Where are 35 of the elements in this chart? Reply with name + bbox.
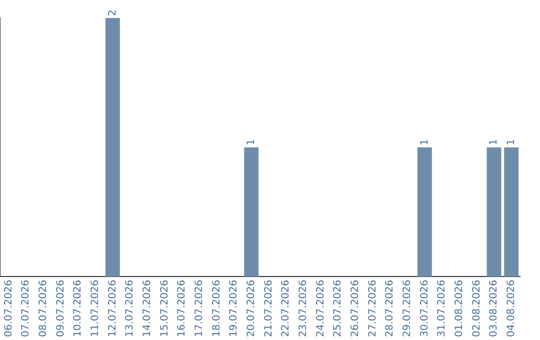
- data-label: 1: [419, 138, 430, 146]
- x-tick-label: 20.07.2026: [246, 280, 257, 338]
- x-tick-label: 12.07.2026: [107, 280, 118, 338]
- data-label: 1: [488, 138, 500, 146]
- x-tick-label: 02.08.2026: [471, 280, 482, 338]
- x-tick-label: 08.07.2026: [38, 280, 49, 338]
- x-tick-label: 29.07.2026: [402, 280, 413, 338]
- data-label: 2: [107, 10, 118, 16]
- x-tick-label: 03.08.2026: [488, 280, 500, 338]
- x-tick-label: 18.07.2026: [211, 280, 222, 338]
- x-tick-label: 10.07.2026: [72, 280, 84, 338]
- x-tick-label: 24.07.2026: [315, 280, 326, 338]
- x-tick-label: 15.07.2026: [159, 280, 170, 338]
- x-tick-label: 04.08.2026: [506, 280, 517, 338]
- x-tick-label: 07.07.2026: [20, 280, 32, 338]
- x-tick-label: 09.07.2026: [55, 280, 66, 338]
- x-tick-label: 30.07.2026: [419, 280, 430, 338]
- x-tick-label: 25.07.2026: [332, 280, 344, 338]
- data-label: 1: [246, 138, 257, 146]
- x-tick-label: 13.07.2026: [124, 280, 136, 338]
- x-tick-label: 21.07.2026: [263, 280, 274, 338]
- x-tick-label: 31.07.2026: [436, 280, 448, 338]
- x-tick-label: 16.07.2026: [176, 280, 188, 338]
- x-tick-label: 11.07.2026: [90, 280, 101, 338]
- data-label: 1: [506, 138, 517, 146]
- x-tick-label: 14.07.2026: [142, 280, 153, 338]
- x-tick-label: 19.07.2026: [228, 280, 240, 338]
- x-tick-label: 27.07.2026: [367, 280, 378, 338]
- x-tick-label: 23.07.2026: [298, 280, 309, 338]
- x-tick-label: 26.07.2026: [350, 280, 361, 338]
- x-tick-label: 17.07.2026: [194, 280, 205, 338]
- x-tick-label: 28.07.2026: [384, 280, 396, 338]
- x-tick-label: 06.07.2026: [3, 280, 14, 338]
- x-tick-label: 01.08.2026: [454, 280, 465, 338]
- x-tick-label: 22.07.2026: [280, 280, 292, 338]
